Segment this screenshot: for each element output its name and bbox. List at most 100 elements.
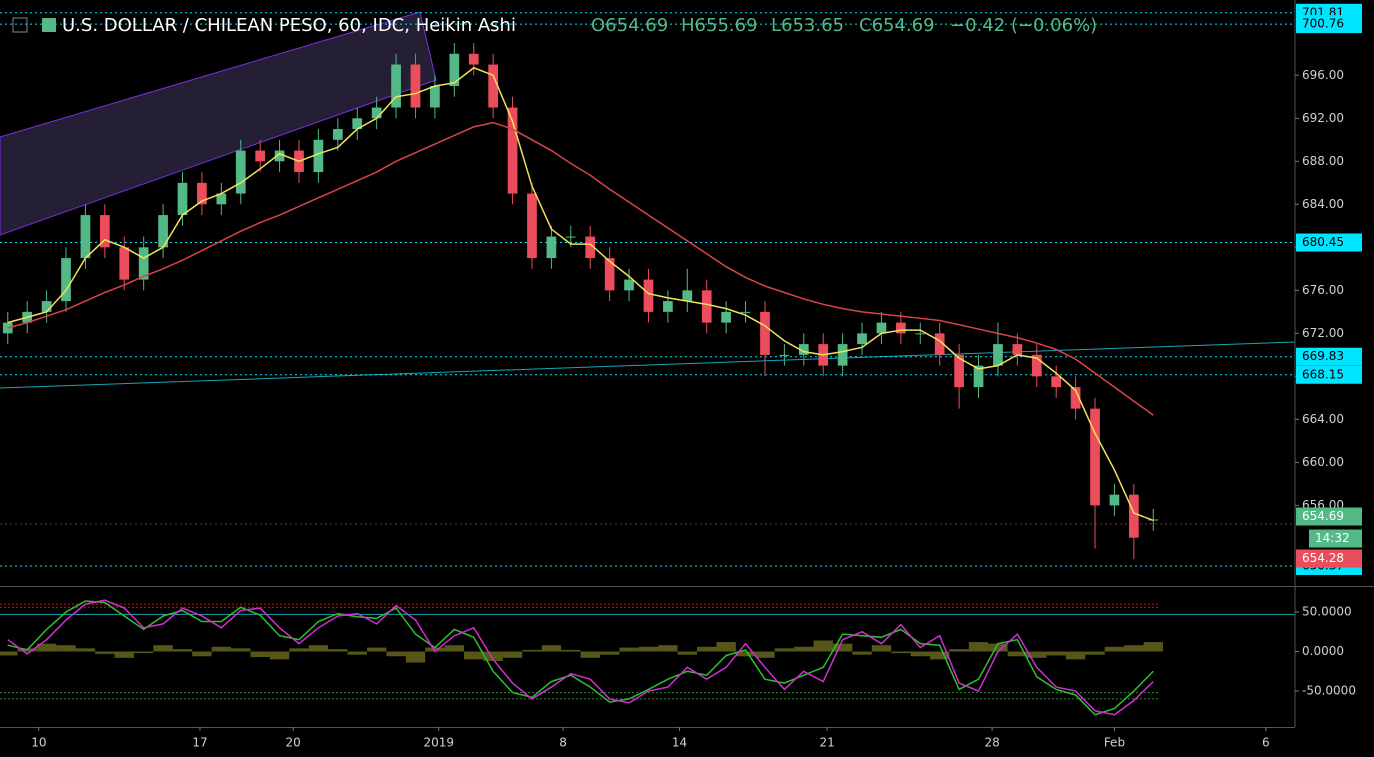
price-label-box [1296,549,1362,568]
histogram-bar [1085,651,1105,655]
plot: 656.00660.00664.00668.00672.00676.00680.… [0,3,1362,750]
price-label: 654.28 [1302,551,1344,565]
candle-body [197,182,207,205]
candle-body [546,236,557,259]
candle-body [1090,408,1100,506]
histogram-bar [211,646,232,652]
candle-body [1109,494,1120,506]
candle-body [410,64,421,108]
symbol-icon [42,18,56,32]
histogram-bar [774,648,795,652]
histogram-bar [289,648,309,652]
candle-body [138,247,149,280]
candle-body [2,322,13,334]
histogram-bar [328,649,348,652]
candle-body [1012,344,1023,355]
histogram-bar [988,643,1008,652]
histogram-bar [444,645,465,652]
candle-body [274,150,285,162]
x-tick-label: 20 [286,736,301,750]
candle-body [1051,376,1062,388]
candle-body [158,215,168,248]
histogram-bar [366,647,387,652]
ohlc-low: L653.65 [771,15,844,36]
y-tick-label: 692.00 [1302,111,1344,125]
x-tick-label: 21 [819,736,834,750]
histogram-bar [269,651,290,660]
candle-body [837,344,848,366]
histogram-bar [561,649,581,652]
candle-body [682,290,693,302]
histogram-bar [677,651,698,655]
candle-body [798,344,809,355]
histogram-bar [697,646,717,652]
histogram-bar [832,643,853,652]
histogram-bar [95,651,115,654]
x-tick-label: 28 [984,736,999,750]
histogram-bar [794,646,814,652]
candle-body [760,311,770,355]
histogram-bar [735,651,756,657]
candle-body [585,236,596,259]
candle-body [216,193,227,205]
x-tick-label: 10 [31,736,46,750]
y-tick-label: 664.00 [1302,412,1344,426]
candle-body [896,322,906,334]
histogram-bar [619,647,639,652]
histogram-bar [638,646,659,652]
candle-body [934,333,945,355]
change: −0.42 (−0.06%) [950,15,1097,36]
candle-body [604,258,615,291]
candle-body [99,215,110,248]
histogram-bar [231,648,251,652]
histogram-bar [192,651,212,657]
candle-body [507,107,518,194]
histogram-bar [755,651,775,658]
candle-body [80,215,91,259]
candle-body [332,129,343,140]
candle-body [915,333,926,335]
y-tick-label: 50.0000 [1302,605,1352,619]
candle-body [352,118,363,130]
price-label: 668.15 [1302,367,1344,381]
ma-line [7,121,1154,416]
countdown: 14:32 [1315,531,1350,545]
x-tick-label: Feb [1104,736,1125,750]
candle-body [701,290,712,323]
legend-header: U.S. DOLLAR / CHILEAN PESO, 60, IDC, Hei… [12,15,1097,36]
symbol-title[interactable]: U.S. DOLLAR / CHILEAN PESO, 60, IDC, Hei… [62,15,516,36]
histogram-bar [658,645,678,652]
x-tick-label: 2019 [424,736,455,750]
candle-body [177,182,188,216]
y-tick-label: 676.00 [1302,283,1344,297]
histogram-bar [114,651,134,658]
price-label: 669.83 [1302,349,1344,363]
candle-body [876,322,887,334]
candle-body [721,311,731,323]
price-label: 654.69 [1302,509,1344,523]
histogram-bar [386,651,406,657]
candle-body [468,53,479,65]
candle-body [1128,494,1139,538]
histogram-bar [599,651,620,655]
histogram-bar [580,651,600,658]
histogram-bar [1104,646,1125,652]
oscillator-line [7,600,1154,716]
x-tick-label: 8 [559,736,567,750]
histogram-bar [153,645,173,652]
price-label-box [1296,15,1362,34]
y-tick-label: 0.0000 [1302,644,1344,658]
histogram-bar [1007,651,1028,657]
oscillator-line [7,599,1154,716]
y-tick-label: 672.00 [1302,326,1344,340]
candle-body [1031,354,1042,377]
price-label-box [1296,347,1362,366]
candle-body [565,236,576,238]
histogram-bar [871,645,892,652]
ohlc-open: O654.69 [591,15,668,36]
candle-body [41,301,52,312]
histogram-bar [891,651,911,654]
candle-body [779,354,790,356]
expand-icon[interactable] [12,17,28,33]
